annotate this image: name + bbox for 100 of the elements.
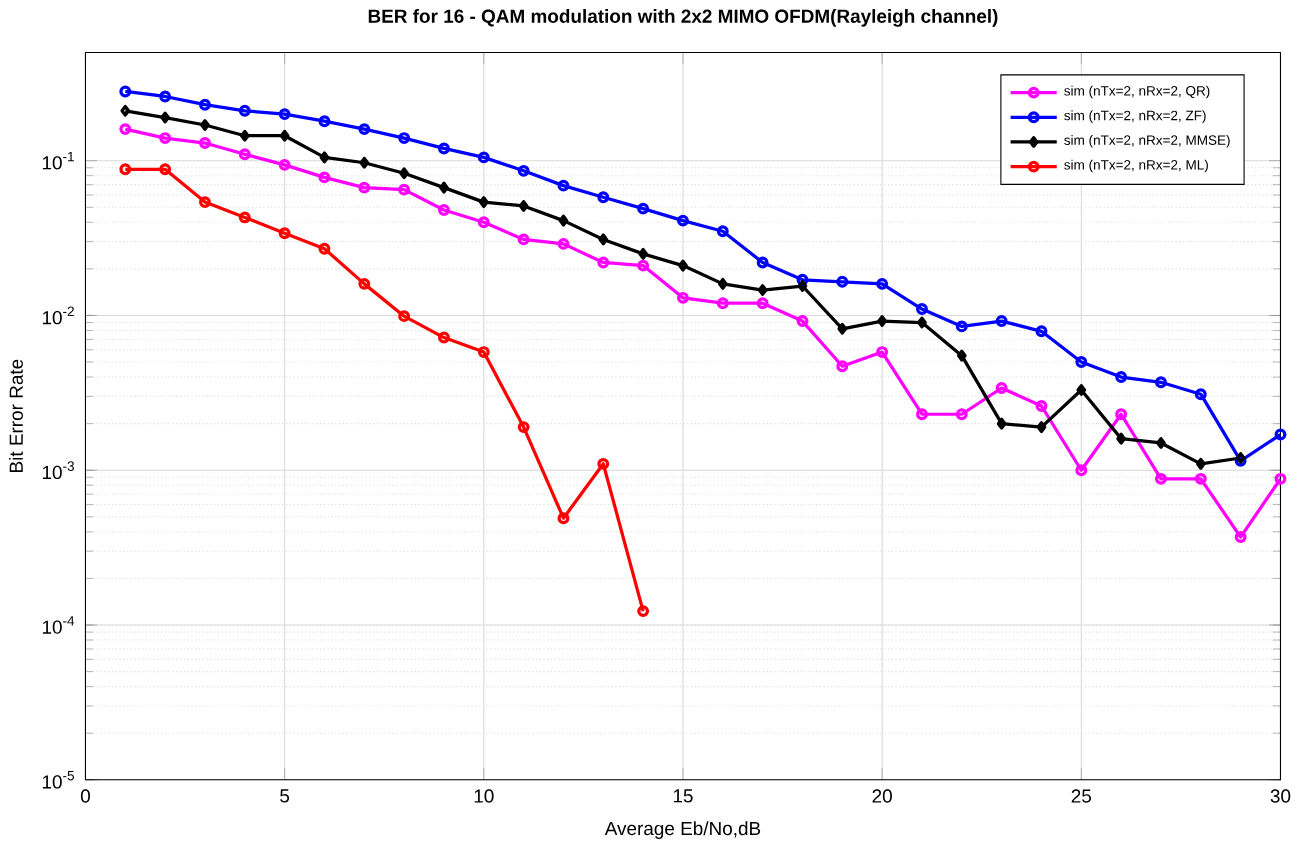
x-tick-label: 5 [280,789,290,803]
point [1076,384,1087,396]
point [678,259,688,272]
point [200,119,210,131]
point [836,275,849,288]
point [238,104,251,117]
point [1075,356,1088,369]
point [477,346,490,359]
point [1035,400,1048,412]
point [278,158,291,171]
point [359,156,370,169]
point [398,183,411,196]
point [159,163,172,176]
point [756,297,769,310]
point [358,277,371,290]
point [717,277,728,290]
point [199,98,211,111]
point [517,164,530,177]
point [358,181,371,194]
point [1036,421,1047,434]
point [1115,371,1128,384]
point [597,256,610,269]
point [956,349,967,362]
point [159,90,172,103]
point [239,129,250,142]
point [439,181,449,194]
point [517,421,530,434]
point [876,346,889,359]
chart-title: BER for 16 - QAM modulation with 2x2 MIMO OFDM(Rayleigh channel) [368,9,998,27]
point [518,200,529,212]
point [318,115,331,128]
point [756,256,769,269]
point [398,310,411,323]
point [677,291,689,304]
point [836,360,849,373]
point [955,408,968,421]
point [557,512,570,525]
point [438,142,450,155]
point [876,277,889,290]
point [1156,437,1166,449]
point [996,417,1007,430]
point [558,214,569,227]
point [398,132,411,145]
point [1194,388,1207,401]
point [278,108,291,121]
point [995,382,1008,394]
point [877,315,887,328]
point [716,297,729,310]
x-tick-label: 20 [872,789,892,803]
point [917,316,927,329]
y-tick-label: 10$^{-1}$ [42,151,74,170]
x-tick-label: 10 [474,789,494,803]
point [477,151,490,164]
point [597,457,610,470]
point [557,237,570,250]
point [916,303,928,316]
x-axis-title: Average Eb/No,dB [604,821,761,839]
point [796,273,809,286]
x-tick-label: 25 [1071,789,1092,803]
y-tick-label: 10$^{-4}$ [42,616,75,634]
point [1155,472,1167,485]
point [199,137,211,150]
point [757,284,768,297]
x-tick-label: 0 [80,789,90,803]
y-tick-label: 10$^{-5}$ [42,771,74,789]
point [278,227,291,240]
point [238,148,251,161]
point [159,132,172,145]
point [637,202,650,215]
point [319,151,330,164]
point [637,259,650,272]
point [318,171,331,184]
point [358,123,371,136]
y-axis-title: Bit Error Rate [9,359,23,472]
x-tick-label: 15 [673,789,693,803]
point [199,196,211,209]
point [279,129,290,142]
point [598,233,609,246]
point [1194,472,1207,485]
point [517,233,530,246]
point [1116,432,1126,445]
y-tick-label: 10$^{-3}$ [42,461,74,480]
point [597,191,610,204]
x-tick-label: 30 [1270,789,1291,803]
point [677,214,689,227]
point [438,204,450,217]
point [160,111,170,124]
point [1115,408,1128,421]
point [837,322,848,335]
point [797,280,808,292]
point [716,225,729,238]
point [1195,457,1206,470]
y-tick-label: 10$^{-2}$ [42,306,74,325]
point [438,331,450,344]
point [796,315,809,328]
point [318,242,331,255]
point [477,216,490,229]
point [995,315,1008,328]
point [1234,531,1247,544]
point [916,408,928,421]
